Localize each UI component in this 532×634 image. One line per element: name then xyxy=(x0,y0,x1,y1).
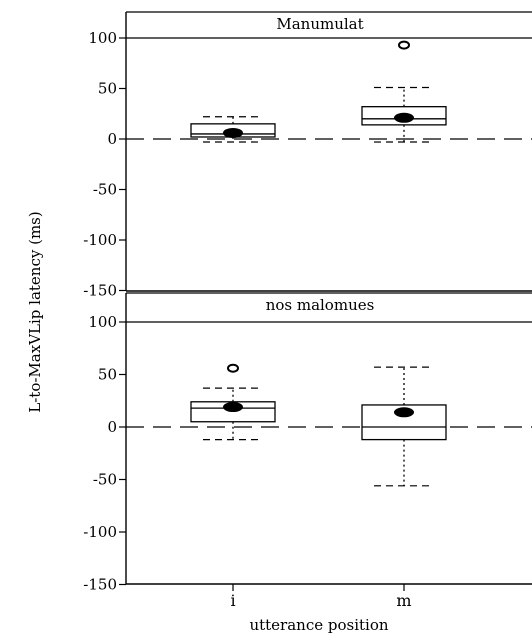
x-tick-label: m xyxy=(396,591,411,610)
y-tick-label: -150 xyxy=(83,576,117,594)
box-m xyxy=(361,366,447,487)
y-tick-label: -100 xyxy=(83,231,117,249)
panel-title: Manumulat xyxy=(276,15,363,33)
outlier-point xyxy=(398,40,410,50)
y-tick-label: -100 xyxy=(83,523,117,541)
mean-marker xyxy=(223,127,243,138)
outlier-point xyxy=(227,363,239,373)
panel-title: nos malomues xyxy=(266,296,375,314)
mean-marker xyxy=(394,407,414,418)
panels: Manumulat 100 50 0 -50 -100 -150 nos malomues 10… xyxy=(83,11,532,610)
y-tick-label: -50 xyxy=(93,471,117,489)
y-tick-label: 100 xyxy=(88,313,117,331)
y-axis-title: L-to-MaxVLip latency (ms) xyxy=(26,211,44,412)
y-tick-label: 0 xyxy=(107,418,117,436)
box-i xyxy=(190,116,276,143)
y-tick-label: 100 xyxy=(88,29,117,47)
y-tick-label: 0 xyxy=(107,130,117,148)
box-i xyxy=(190,363,276,441)
mean-marker xyxy=(223,402,243,413)
y-tick-label: -150 xyxy=(83,282,117,300)
panel-2: nos malomues 100 50 0 -50 -100 -150 xyxy=(83,292,532,594)
panel-1: Manumulat 100 50 0 -50 -100 -150 xyxy=(83,11,532,300)
x-axis-title: utterance position xyxy=(249,616,388,634)
y-tick-label: -50 xyxy=(93,181,117,199)
y-tick-label: 50 xyxy=(98,80,117,98)
mean-marker xyxy=(394,112,414,123)
y-tick-label: 50 xyxy=(98,366,117,384)
box-m xyxy=(361,40,447,143)
x-tick-label: i xyxy=(230,591,235,610)
